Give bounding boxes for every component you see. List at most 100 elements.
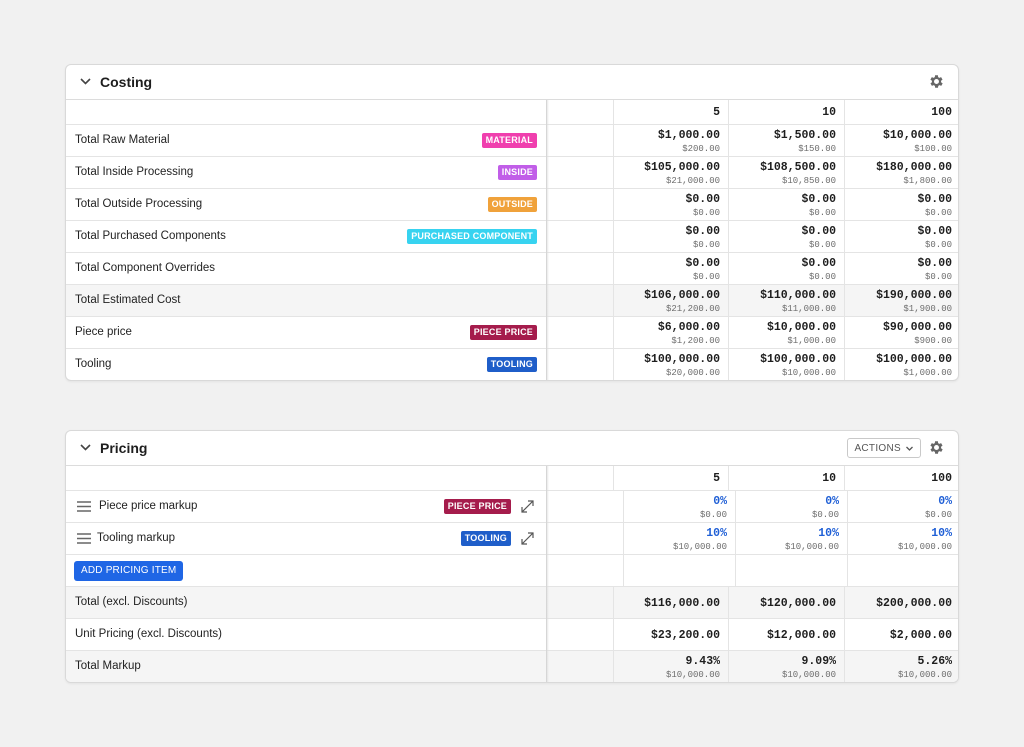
cell-value: $0.00 <box>801 225 836 238</box>
costing-row-inside-processing: Total Inside Processing INSIDE $105,000.… <box>66 157 958 189</box>
cell-value: $0.00 <box>917 193 952 206</box>
column-header: 100 <box>931 472 952 485</box>
markup-percent[interactable]: 10% <box>931 527 952 540</box>
cell-value: $0.00 <box>917 225 952 238</box>
column-divider <box>844 466 845 491</box>
cell-value: $0.00 <box>685 257 720 270</box>
add-pricing-item-button[interactable]: ADD PRICING ITEM <box>74 561 184 581</box>
costing-column-header-row: 5 10 100 <box>66 100 958 125</box>
markup-percent[interactable]: 0% <box>713 495 727 508</box>
row-label: Tooling markup <box>97 532 175 544</box>
cell-unit-value: $1,900.00 <box>903 304 952 314</box>
costing-panel: Costing 5 10 100 Total Raw Material MATE… <box>65 64 959 381</box>
column-divider <box>613 100 614 380</box>
cell-unit-value: $10,000.00 <box>897 670 952 680</box>
column-divider <box>728 587 729 682</box>
costing-row-total-estimated-cost: Total Estimated Cost $106,000.00 $21,200… <box>66 285 958 317</box>
pricing-item-tooling-markup: Tooling markup TOOLING 10% $10,000.00 10… <box>66 523 958 555</box>
column-header: 10 <box>822 106 836 119</box>
cell-unit-value: $10,000.00 <box>665 670 720 680</box>
column-divider <box>844 100 845 380</box>
markup-amount: $0.00 <box>924 510 952 520</box>
markup-percent[interactable]: 0% <box>938 495 952 508</box>
cell-value: $0.00 <box>685 193 720 206</box>
expand-icon[interactable] <box>521 500 534 513</box>
tooling-tag: TOOLING <box>460 531 511 546</box>
drag-handle-icon[interactable] <box>77 533 91 544</box>
cell-unit-value: $900.00 <box>914 336 952 346</box>
cell-value: $100,000.00 <box>644 353 720 366</box>
chevron-down-icon[interactable] <box>79 75 92 88</box>
cell-unit-value: $150.00 <box>798 144 836 154</box>
cell-value: $90,000.00 <box>882 321 952 334</box>
markup-amount: $10,000.00 <box>897 542 952 552</box>
cell-value: $108,500.00 <box>760 161 836 174</box>
cell-value: $12,000.00 <box>766 629 836 642</box>
row-label: Piece price markup <box>99 500 198 512</box>
cell-value: $0.00 <box>801 193 836 206</box>
costing-row-raw-material: Total Raw Material MATERIAL $1,000.00 $2… <box>66 125 958 157</box>
row-label: Total Outside Processing <box>75 198 203 210</box>
column-divider <box>728 100 729 380</box>
row-label: Tooling <box>75 358 112 370</box>
expand-icon[interactable] <box>521 532 534 545</box>
gear-icon[interactable] <box>928 73 945 90</box>
column-divider <box>728 466 729 491</box>
row-label: Total Markup <box>75 660 141 672</box>
column-header: 5 <box>713 472 720 485</box>
cell-unit-value: $20,000.00 <box>665 368 720 378</box>
cell-value: 5.26% <box>917 655 952 668</box>
column-divider <box>546 466 547 682</box>
markup-percent[interactable]: 0% <box>825 495 839 508</box>
markup-amount: $10,000.00 <box>672 542 727 552</box>
costing-row-outside-processing: Total Outside Processing OUTSIDE $0.00 $… <box>66 189 958 221</box>
column-header: 100 <box>931 106 952 119</box>
cell-unit-value: $200.00 <box>682 144 720 154</box>
cell-unit-value: $1,000.00 <box>903 368 952 378</box>
gear-icon[interactable] <box>928 439 945 456</box>
tooling-tag: TOOLING <box>486 357 537 372</box>
cell-value: $1,000.00 <box>657 129 720 142</box>
cell-value: $200,000.00 <box>876 597 952 610</box>
column-divider <box>613 466 614 491</box>
pricing-title: Pricing <box>100 440 148 456</box>
costing-row-piece-price: Piece price PIECE PRICE $6,000.00 $1,200… <box>66 317 958 349</box>
row-label: Total Estimated Cost <box>75 294 181 306</box>
cell-value: $10,000.00 <box>882 129 952 142</box>
column-divider <box>546 466 549 682</box>
cell-value: $0.00 <box>917 257 952 270</box>
cell-value: $106,000.00 <box>644 289 720 302</box>
column-header: 10 <box>822 472 836 485</box>
row-label: Total (excl. Discounts) <box>75 596 188 608</box>
markup-percent[interactable]: 10% <box>818 527 839 540</box>
purchased-component-tag: PURCHASED COMPONENT <box>407 229 537 244</box>
cell-unit-value: $1,200.00 <box>671 336 720 346</box>
pricing-row-total: Total (excl. Discounts) $116,000.00 $120… <box>66 587 958 619</box>
costing-row-component-overrides: Total Component Overrides $0.00 $0.00 $0… <box>66 253 958 285</box>
actions-dropdown[interactable]: ACTIONS <box>847 438 921 458</box>
piece-price-tag: PIECE PRICE <box>469 325 537 340</box>
chevron-down-icon[interactable] <box>79 441 92 454</box>
costing-row-purchased-components: Total Purchased Components PURCHASED COM… <box>66 221 958 253</box>
cell-unit-value: $10,000.00 <box>781 670 836 680</box>
cell-unit-value: $10,850.00 <box>781 176 836 186</box>
column-divider <box>546 100 549 380</box>
chevron-down-icon <box>906 446 913 451</box>
cell-unit-value: $0.00 <box>808 240 836 250</box>
row-label: Unit Pricing (excl. Discounts) <box>75 628 222 640</box>
cell-value: $100,000.00 <box>876 353 952 366</box>
drag-handle-icon[interactable] <box>77 501 91 512</box>
cell-value: $1,500.00 <box>773 129 836 142</box>
costing-row-tooling: Tooling TOOLING $100,000.00 $20,000.00 $… <box>66 349 958 380</box>
markup-percent[interactable]: 10% <box>706 527 727 540</box>
cell-unit-value: $0.00 <box>692 208 720 218</box>
cell-value: $10,000.00 <box>766 321 836 334</box>
cell-unit-value: $0.00 <box>808 208 836 218</box>
cell-unit-value: $11,000.00 <box>781 304 836 314</box>
pricing-item-piece-price-markup: Piece price markup PIECE PRICE 0% $0.00 … <box>66 491 958 523</box>
cell-value: $0.00 <box>801 257 836 270</box>
column-divider <box>735 491 736 587</box>
cell-value: $105,000.00 <box>644 161 720 174</box>
row-label: Piece price <box>75 326 132 338</box>
cell-value: $116,000.00 <box>644 597 720 610</box>
